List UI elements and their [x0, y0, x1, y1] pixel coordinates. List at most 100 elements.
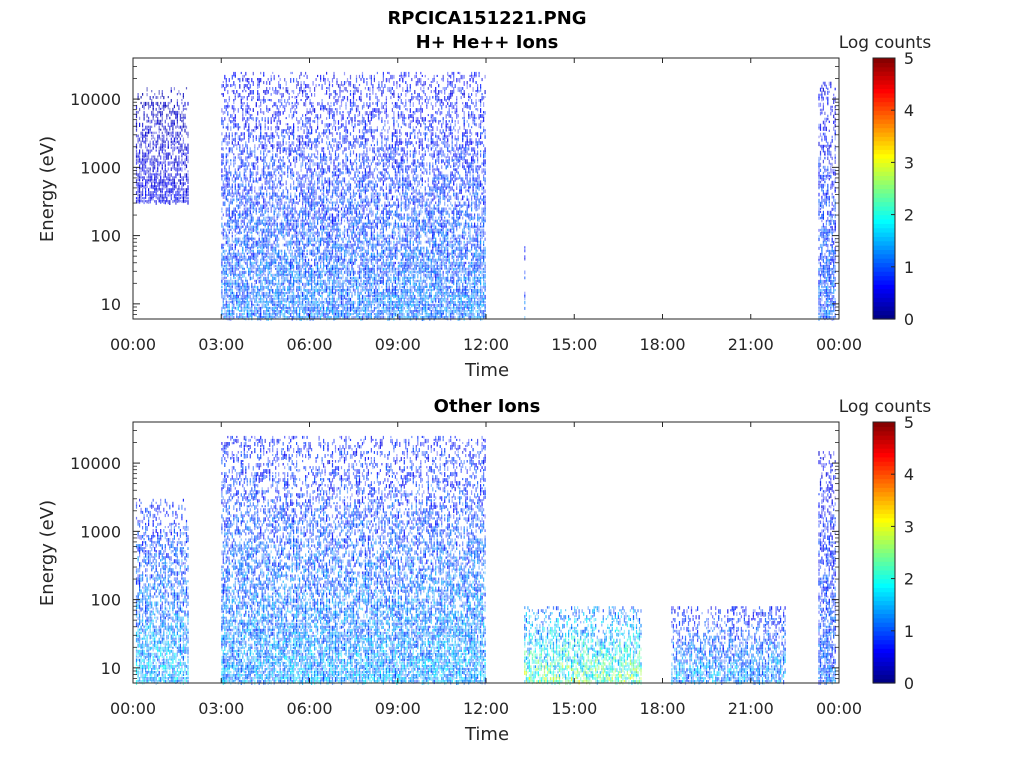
heatmap-cell	[344, 229, 345, 232]
heatmap-cell	[298, 295, 299, 298]
heatmap-cell	[335, 108, 336, 110]
heatmap-cell	[342, 217, 343, 219]
heatmap-cell	[345, 283, 346, 287]
heatmap-cell	[251, 283, 252, 287]
heatmap-cell	[147, 114, 148, 118]
heatmap-cell	[148, 102, 149, 105]
heatmap-cell	[223, 238, 224, 240]
heatmap-cell	[275, 90, 276, 95]
heatmap-cell	[142, 179, 143, 181]
heatmap-cell	[317, 253, 318, 255]
heatmap-cell	[235, 96, 236, 100]
heatmap-cell	[319, 102, 320, 105]
heatmap-cell	[221, 168, 222, 173]
heatmap-cell	[247, 193, 248, 197]
heatmap-cell	[180, 197, 181, 199]
heatmap-cell	[356, 214, 357, 218]
heatmap-cell	[160, 176, 161, 179]
heatmap-cell	[223, 183, 224, 185]
heatmap-cell	[308, 96, 309, 98]
heatmap-cell	[323, 147, 324, 149]
heatmap-cell	[353, 84, 354, 88]
heatmap-cell	[230, 313, 231, 316]
heatmap-cell	[344, 81, 345, 85]
heatmap-cell	[347, 186, 348, 191]
heatmap-cell	[166, 138, 167, 141]
heatmap-cell	[259, 316, 260, 320]
heatmap-cell	[360, 144, 361, 147]
heatmap-cell	[286, 150, 287, 155]
heatmap-cell	[284, 244, 285, 247]
heatmap-cell	[327, 316, 328, 319]
heatmap-cell	[241, 132, 242, 136]
heatmap-cell	[256, 226, 257, 229]
heatmap-cell	[235, 214, 236, 217]
heatmap-cell	[180, 126, 181, 129]
heatmap-cell	[147, 170, 148, 173]
heatmap-cell	[319, 259, 320, 262]
heatmap-cell	[166, 156, 167, 160]
heatmap-cell	[305, 262, 306, 265]
heatmap-cell	[145, 102, 146, 106]
heatmap-cell	[298, 174, 299, 177]
heatmap-cell	[272, 199, 273, 201]
heatmap-cell	[181, 188, 182, 191]
heatmap-cell	[236, 123, 237, 127]
heatmap-cell	[168, 147, 169, 149]
heatmap-cell	[333, 177, 334, 181]
heatmap-cell	[280, 307, 281, 309]
heatmap-cell	[274, 283, 275, 287]
heatmap-cell	[319, 196, 320, 200]
heatmap-cell	[153, 141, 154, 146]
heatmap-cell	[290, 295, 291, 298]
heatmap-cell	[289, 102, 290, 105]
heatmap-cell	[171, 90, 172, 93]
heatmap-cell	[230, 292, 231, 295]
heatmap-cell	[154, 132, 155, 134]
heatmap-cell	[183, 182, 184, 186]
heatmap-cell	[280, 147, 281, 151]
heatmap-cell	[227, 262, 228, 267]
heatmap-cell	[178, 173, 179, 175]
heatmap-cell	[142, 129, 143, 131]
heatmap-cell	[281, 283, 282, 286]
heatmap-cell	[156, 179, 157, 183]
heatmap-cell	[229, 259, 230, 262]
heatmap-cell	[160, 194, 161, 197]
heatmap-cell	[232, 238, 233, 243]
heatmap-cell	[262, 117, 263, 121]
heatmap-cell	[250, 277, 251, 281]
heatmap-cell	[293, 208, 294, 211]
heatmap-cell	[286, 271, 287, 273]
heatmap-cell	[180, 138, 181, 141]
heatmap-cell	[260, 214, 261, 217]
heatmap-cell	[256, 295, 257, 298]
heatmap-cell	[172, 191, 173, 195]
heatmap-cell	[160, 200, 161, 204]
heatmap-cell	[250, 153, 251, 157]
heatmap-cell	[229, 238, 230, 243]
heatmap-cell	[265, 301, 266, 303]
heatmap-cell	[290, 241, 291, 244]
heatmap-cell	[357, 120, 358, 122]
heatmap-cell	[248, 189, 249, 194]
heatmap-cell	[141, 167, 142, 169]
heatmap-cell	[253, 129, 254, 131]
heatmap-cell	[345, 217, 346, 219]
heatmap-cell	[347, 183, 348, 185]
heatmap-cell	[162, 93, 163, 97]
heatmap-cell	[351, 108, 352, 110]
heatmap-cell	[157, 167, 158, 170]
heatmap-cell	[293, 114, 294, 117]
heatmap-cell	[339, 262, 340, 266]
heatmap-cell	[153, 179, 154, 183]
heatmap-cell	[156, 188, 157, 191]
heatmap-cell	[301, 180, 302, 183]
heatmap-cell	[350, 102, 351, 107]
heatmap-cell	[335, 153, 336, 156]
heatmap-cell	[239, 138, 240, 141]
heatmap-cell	[313, 268, 314, 271]
heatmap-cell	[277, 199, 278, 201]
heatmap-cell	[338, 214, 339, 217]
heatmap-cell	[286, 220, 287, 224]
